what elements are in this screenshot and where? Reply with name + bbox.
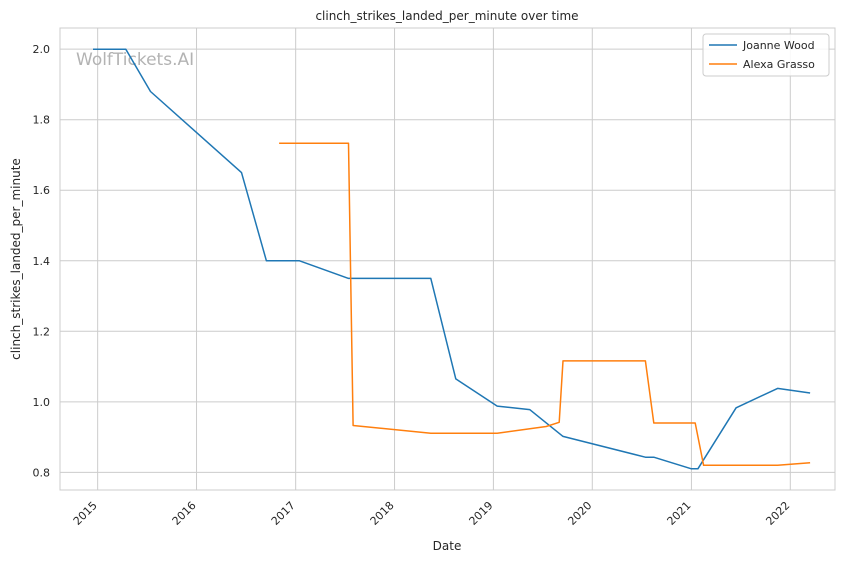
- y-tick-label: 1.4: [33, 255, 51, 268]
- grid: [60, 28, 835, 490]
- x-tick-label: 2022: [763, 499, 792, 528]
- y-tick-label: 1.0: [33, 396, 51, 409]
- x-tick-label: 2020: [565, 499, 594, 528]
- watermark: WolfTickets.AI: [76, 50, 194, 70]
- y-tick-label: 2.0: [33, 43, 51, 56]
- y-axis-ticks: 0.8 1.0 1.2 1.4 1.6 1.8 2.0: [33, 43, 51, 479]
- x-tick-label: 2017: [269, 499, 298, 528]
- y-tick-label: 1.2: [33, 325, 51, 338]
- x-axis-label: Date: [433, 539, 462, 553]
- x-tick-label: 2019: [467, 499, 496, 528]
- x-tick-label: 2016: [170, 499, 199, 528]
- x-axis-ticks: 2015 2016 2017 2018 2019 2020 2021 2022: [71, 499, 793, 528]
- legend: Joanne Wood Alexa Grasso: [702, 33, 830, 77]
- y-tick-label: 0.8: [33, 466, 51, 479]
- y-tick-label: 1.8: [33, 114, 51, 127]
- series-line-alexa-grasso: [279, 142, 811, 467]
- legend-label-alexa-grasso: Alexa Grasso: [743, 58, 815, 71]
- y-axis-label: clinch_strikes_landed_per_minute: [9, 158, 23, 360]
- x-tick-label: 2021: [665, 499, 694, 528]
- y-tick-label: 1.6: [33, 184, 51, 197]
- series-line-joanne-wood: [93, 48, 811, 470]
- x-tick-label: 2015: [71, 499, 100, 528]
- series-layer: [93, 48, 811, 470]
- x-tick-label: 2018: [368, 499, 397, 528]
- legend-label-joanne-wood: Joanne Wood: [742, 39, 815, 52]
- plot-background: [59, 27, 836, 491]
- chart-title: clinch_strikes_landed_per_minute over ti…: [315, 9, 578, 23]
